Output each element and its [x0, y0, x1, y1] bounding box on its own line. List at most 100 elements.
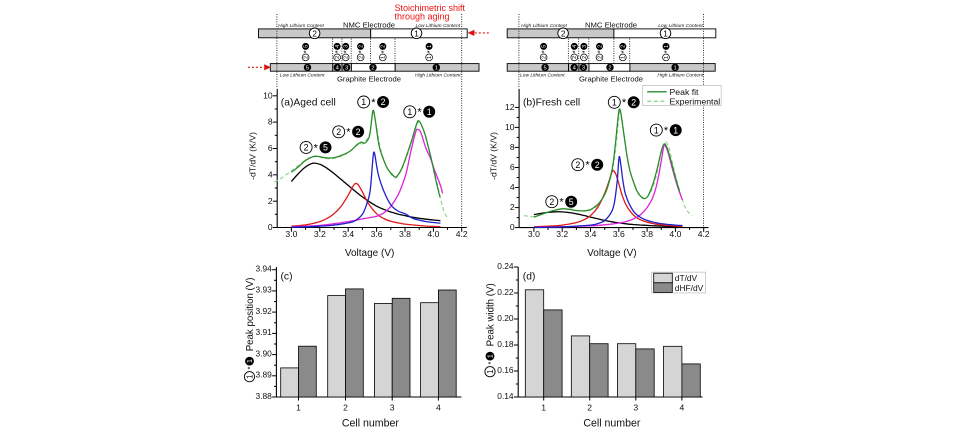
svg-text:*: * [379, 50, 388, 53]
svg-text:3.93: 3.93 [255, 285, 272, 295]
svg-text:3.91: 3.91 [255, 327, 272, 337]
svg-text:4: 4 [572, 45, 578, 48]
svg-text:1: 1 [296, 402, 301, 412]
svg-text:2: 2 [595, 160, 600, 170]
svg-text:*: * [570, 50, 579, 53]
svg-text:1: 1 [486, 370, 495, 374]
svg-text:0.20: 0.20 [497, 313, 514, 323]
svg-text:Graphite Electrode: Graphite Electrode [579, 74, 643, 83]
svg-text:High Lithium Content: High Lithium Content [415, 73, 461, 79]
svg-text:*: * [333, 50, 342, 53]
svg-text:2: 2 [542, 56, 548, 59]
svg-text:6: 6 [268, 143, 273, 153]
svg-text:Low Lithium Content: Low Lithium Content [520, 73, 565, 79]
svg-text:0.24: 0.24 [497, 261, 514, 271]
svg-text:-dT/dV (K/V): -dT/dV (K/V) [489, 132, 499, 180]
svg-text:High Lithium Content: High Lithium Content [657, 73, 703, 79]
svg-text:1: 1 [381, 56, 387, 59]
svg-text:2: 2 [631, 98, 636, 108]
svg-text:1: 1 [245, 375, 254, 379]
svg-text:2: 2 [597, 45, 603, 48]
svg-text:1: 1 [361, 97, 366, 107]
svg-text:2: 2 [304, 143, 309, 153]
svg-text:Graphite Electrode: Graphite Electrode [337, 74, 401, 83]
svg-text:Low Lithium Content: Low Lithium Content [280, 73, 325, 79]
svg-text:2: 2 [582, 56, 588, 59]
svg-text:1: 1 [612, 98, 617, 108]
svg-text:0.16: 0.16 [497, 365, 514, 375]
svg-text:2: 2 [336, 127, 341, 137]
svg-text:4.0: 4.0 [427, 229, 439, 239]
svg-text:(c): (c) [281, 271, 293, 282]
svg-text:3.4: 3.4 [342, 229, 354, 239]
svg-text:*: * [619, 50, 628, 53]
svg-text:0.22: 0.22 [497, 287, 514, 297]
svg-text:4.2: 4.2 [698, 229, 710, 239]
svg-text:5: 5 [323, 143, 328, 153]
svg-text:1: 1 [435, 66, 438, 72]
svg-text:3.92: 3.92 [255, 306, 272, 316]
svg-text:1: 1 [621, 56, 627, 59]
svg-text:1: 1 [673, 125, 678, 135]
svg-text:through aging: through aging [395, 12, 450, 22]
svg-text:2: 2 [587, 402, 592, 412]
svg-text:2: 2 [359, 56, 365, 59]
svg-text:8: 8 [268, 117, 273, 127]
svg-text:3.6: 3.6 [371, 229, 383, 239]
svg-text:4: 4 [436, 402, 441, 412]
svg-text:2: 2 [304, 56, 310, 59]
svg-text:3.8: 3.8 [399, 229, 411, 239]
svg-text:2: 2 [312, 29, 317, 38]
svg-text:High Lithium Content: High Lithium Content [521, 23, 567, 29]
svg-text:*: * [622, 97, 627, 109]
svg-text:*: * [486, 361, 495, 364]
svg-text:4: 4 [573, 66, 577, 72]
svg-text:1: 1 [427, 56, 433, 59]
svg-text:3: 3 [344, 45, 350, 48]
svg-text:4: 4 [680, 402, 685, 412]
svg-text:2: 2 [572, 56, 578, 59]
svg-text:2: 2 [381, 45, 387, 48]
svg-text:4: 4 [336, 66, 340, 72]
svg-text:dHF/dV: dHF/dV [675, 283, 704, 293]
svg-text:*: * [346, 127, 351, 139]
svg-text:8: 8 [510, 142, 515, 152]
svg-text:3.4: 3.4 [585, 229, 597, 239]
svg-text:2: 2 [510, 202, 515, 212]
svg-text:Peak fit: Peak fit [670, 87, 700, 97]
svg-text:*: * [246, 366, 255, 369]
svg-text:2: 2 [356, 127, 361, 137]
svg-text:*: * [417, 107, 422, 119]
svg-text:5: 5 [304, 45, 310, 48]
svg-text:2: 2 [621, 45, 627, 48]
svg-text:2: 2 [381, 97, 386, 107]
svg-text:10: 10 [263, 90, 273, 100]
svg-text:2: 2 [575, 160, 580, 170]
svg-text:3: 3 [582, 45, 588, 48]
svg-text:*: * [580, 50, 589, 53]
svg-text:3.2: 3.2 [556, 229, 568, 239]
svg-text:3.90: 3.90 [255, 348, 272, 358]
svg-text:*: * [314, 142, 319, 154]
svg-text:3.89: 3.89 [255, 370, 272, 380]
svg-text:5: 5 [542, 45, 548, 48]
svg-text:Cell number: Cell number [583, 418, 641, 430]
svg-text:2: 2 [359, 45, 365, 48]
svg-text:Voltage (V): Voltage (V) [345, 248, 394, 259]
svg-text:*: * [302, 50, 311, 53]
svg-text:3.88: 3.88 [255, 391, 272, 401]
svg-text:5: 5 [569, 197, 574, 207]
svg-text:3: 3 [345, 66, 348, 72]
svg-text:2: 2 [597, 56, 603, 59]
svg-text:2: 2 [549, 197, 554, 207]
svg-text:3.94: 3.94 [255, 264, 272, 274]
svg-text:4: 4 [510, 182, 515, 192]
svg-text:1: 1 [541, 402, 546, 412]
svg-text:2: 2 [335, 56, 341, 59]
svg-text:*: * [662, 50, 671, 53]
svg-text:*: * [596, 50, 605, 53]
svg-text:*: * [371, 97, 376, 109]
svg-text:Peak width (V): Peak width (V) [486, 283, 497, 346]
svg-text:4.0: 4.0 [669, 229, 681, 239]
svg-text:3: 3 [390, 402, 395, 412]
